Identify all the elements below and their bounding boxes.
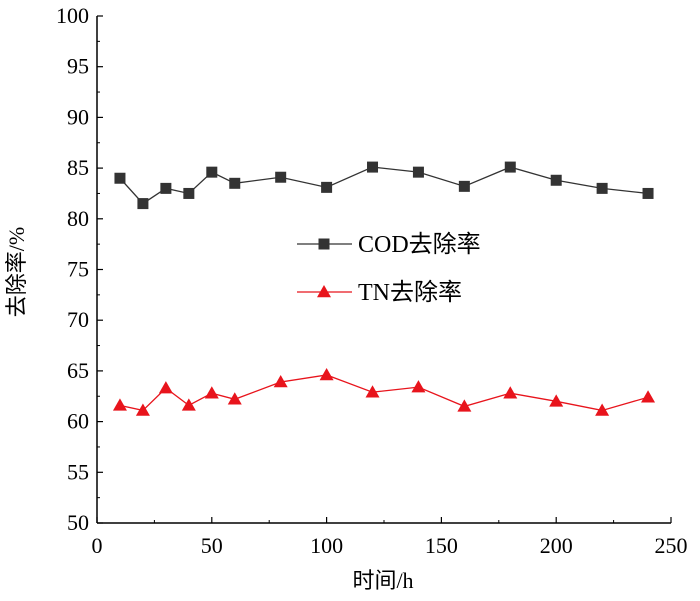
y-tick-label: 85 [67, 155, 89, 180]
series-1 [114, 161, 654, 210]
data-point [319, 367, 334, 381]
data-point [137, 198, 149, 210]
legend-marker [317, 285, 331, 298]
data-point [596, 182, 608, 194]
data-point [160, 182, 172, 194]
y-tick-label: 55 [67, 459, 89, 484]
x-tick-label: 100 [310, 533, 343, 558]
y-axis-label: 去除率/% [4, 227, 29, 317]
x-tick-label: 150 [425, 533, 458, 558]
data-point [412, 166, 424, 178]
data-point [365, 385, 380, 398]
series-2 [112, 367, 656, 416]
y-tick-label: 100 [56, 3, 89, 28]
y-tick-label: 50 [67, 510, 89, 535]
legend-marker [318, 238, 330, 250]
data-point [458, 180, 470, 192]
data-point [504, 161, 516, 173]
data-point [183, 187, 195, 199]
legend-item: TN去除率 [297, 279, 462, 306]
data-point [457, 399, 472, 412]
data-point [204, 386, 219, 399]
data-point [114, 172, 126, 184]
x-tick-label: 0 [92, 533, 103, 558]
data-point [321, 181, 333, 193]
data-point [135, 403, 150, 416]
y-tick-label: 80 [67, 206, 89, 231]
series-layer [112, 161, 656, 416]
y-tick-label: 70 [67, 307, 89, 332]
x-tick-label: 250 [655, 533, 688, 558]
y-tick-label: 90 [67, 104, 89, 129]
legend-item: COD去除率 [297, 231, 481, 258]
legend-label: COD去除率 [358, 231, 481, 258]
data-point [275, 171, 287, 183]
data-point [227, 392, 242, 405]
legend-label: TN去除率 [358, 279, 462, 306]
data-point [595, 403, 610, 416]
data-point [229, 177, 241, 189]
data-point [641, 390, 656, 403]
data-point [158, 381, 173, 394]
data-point [549, 394, 564, 407]
y-tick-label: 95 [67, 54, 89, 79]
data-point [273, 375, 288, 388]
legend: COD去除率 TN去除率 [297, 231, 481, 306]
y-tick-label: 75 [67, 257, 89, 282]
data-point [411, 380, 426, 393]
data-point [367, 161, 379, 173]
x-axis-label: 时间/h [352, 568, 413, 593]
y-tick-label: 60 [67, 409, 89, 434]
series-line [119, 166, 649, 205]
data-point [181, 398, 196, 411]
x-tick-label: 200 [540, 533, 573, 558]
data-point [112, 398, 127, 411]
series-line [119, 374, 649, 412]
data-point [550, 174, 562, 186]
data-point [206, 166, 218, 178]
y-tick-label: 65 [67, 358, 89, 383]
x-tick-label: 50 [201, 533, 223, 558]
data-point [642, 187, 654, 199]
data-point [503, 386, 518, 399]
